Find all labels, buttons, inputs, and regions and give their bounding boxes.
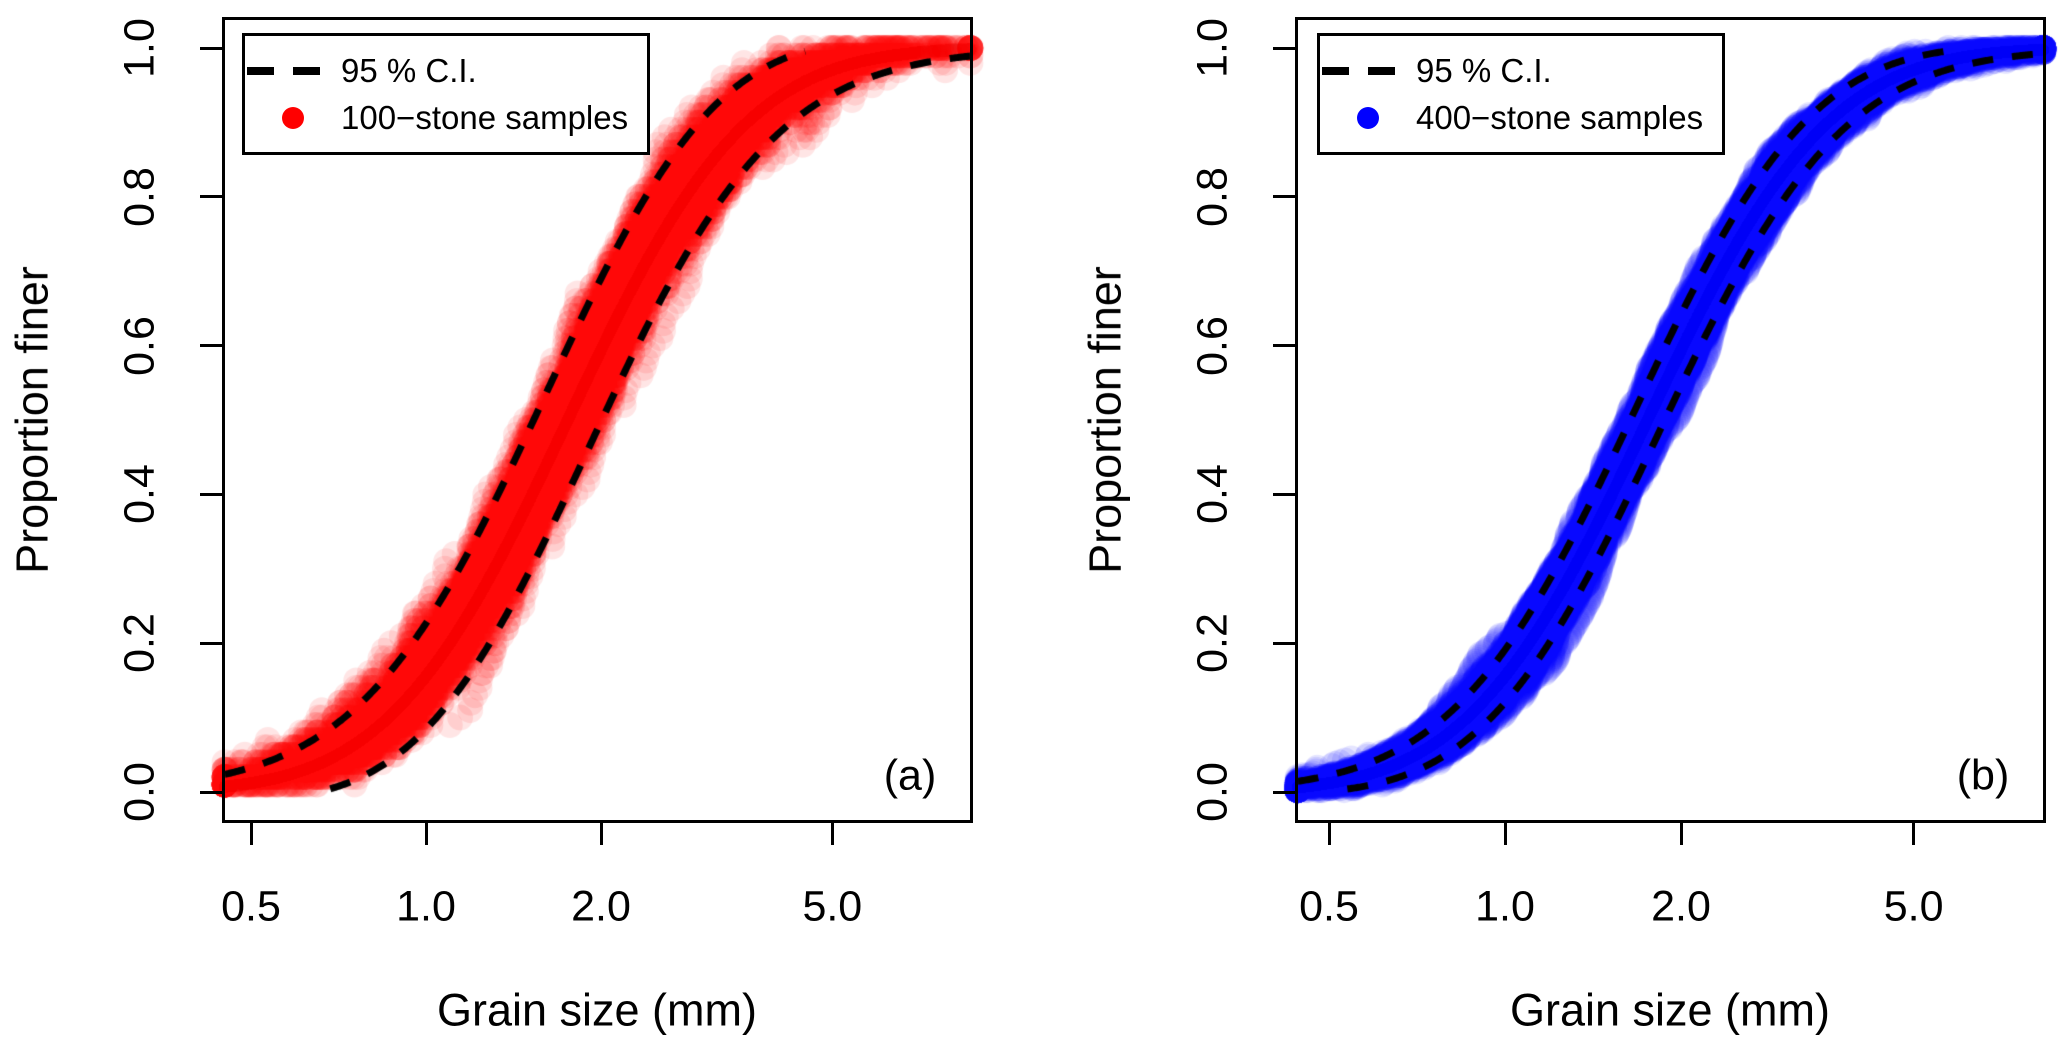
x-tick-mark — [830, 823, 834, 845]
y-tick-label: 0.4 — [1188, 464, 1237, 525]
x-tick-label: 1.0 — [396, 882, 456, 931]
y-tick-label: 0.2 — [115, 613, 164, 674]
legend-label-ci-b: 95 % C.I. — [1416, 52, 1552, 89]
x-tick-mark — [1679, 823, 1683, 845]
y-tick-mark — [200, 344, 222, 348]
legend-row-ci-b: 95 % C.I. — [1320, 52, 1722, 90]
x-tick-mark — [1912, 823, 1916, 845]
legend-label-samples-b: 400−stone samples — [1416, 99, 1704, 136]
dashed-line-swatch-icon — [1320, 65, 1416, 77]
legend-label-samples-a: 100−stone samples — [341, 99, 629, 136]
y-tick-label: 1.0 — [115, 18, 164, 78]
y-tick-label: 0.0 — [1188, 762, 1237, 822]
legend-a: 95 % C.I. 100−stone samples — [242, 33, 650, 155]
y-tick-mark — [1273, 492, 1295, 496]
panel-letter-b: (b) — [1956, 751, 2010, 800]
dot-swatch-wrap-a — [245, 106, 341, 129]
x-tick-mark — [599, 823, 603, 845]
panel-letter-a: (a) — [883, 751, 937, 800]
y-tick-mark — [200, 790, 222, 794]
x-axis-title-a: Grain size (mm) — [436, 984, 758, 1036]
y-tick-label: 0.0 — [115, 762, 164, 822]
x-tick-mark — [1503, 823, 1507, 845]
legend-b: 95 % C.I. 400−stone samples — [1317, 33, 1725, 155]
legend-row-samples-a: 100−stone samples — [245, 99, 647, 137]
y-tick-mark — [200, 46, 222, 50]
x-tick-label: 0.5 — [1299, 882, 1359, 931]
legend-label-ci-a: 95 % C.I. — [341, 52, 477, 89]
blue-dot-icon — [1357, 106, 1379, 129]
y-tick-mark — [200, 641, 222, 645]
x-tick-label: 5.0 — [802, 882, 863, 931]
y-tick-label: 0.8 — [115, 166, 164, 227]
red-dot-icon — [282, 106, 304, 129]
y-tick-mark — [1273, 195, 1295, 199]
y-tick-label: 0.6 — [115, 315, 164, 376]
y-tick-mark — [1273, 46, 1295, 50]
y-tick-label: 0.4 — [115, 464, 164, 525]
x-tick-label: 2.0 — [571, 882, 631, 931]
x-tick-mark — [424, 823, 428, 845]
x-tick-label: 0.5 — [221, 882, 281, 931]
y-tick-label: 1.0 — [1188, 18, 1237, 78]
y-tick-mark — [200, 195, 222, 199]
y-tick-mark — [1273, 790, 1295, 794]
dot-swatch-wrap-b — [1320, 106, 1416, 129]
y-tick-label: 0.2 — [1188, 613, 1237, 674]
y-tick-mark — [200, 492, 222, 496]
legend-row-ci-a: 95 % C.I. — [245, 52, 647, 90]
x-tick-label: 1.0 — [1475, 882, 1535, 931]
y-axis-title-a: Proportion finer — [6, 266, 58, 574]
y-tick-label: 0.6 — [1188, 315, 1237, 376]
y-tick-mark — [1273, 641, 1295, 645]
legend-row-samples-b: 400−stone samples — [1320, 99, 1722, 137]
y-tick-mark — [1273, 344, 1295, 348]
dashed-line-swatch-icon — [245, 65, 341, 77]
y-tick-label: 0.8 — [1188, 166, 1237, 227]
x-tick-label: 2.0 — [1651, 882, 1711, 931]
x-tick-label: 5.0 — [1883, 882, 1944, 931]
x-tick-mark — [249, 823, 253, 845]
x-axis-title-b: Grain size (mm) — [1509, 984, 1831, 1036]
x-tick-mark — [1327, 823, 1331, 845]
y-axis-title-b: Proportion finer — [1079, 266, 1131, 574]
